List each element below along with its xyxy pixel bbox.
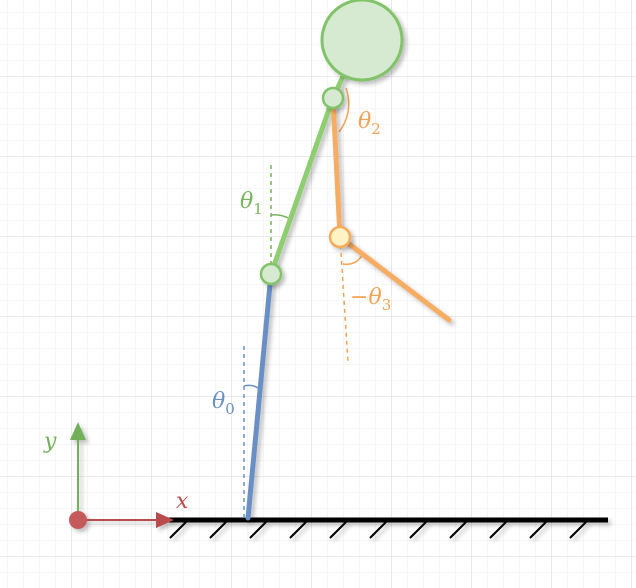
x-axis-label: x <box>176 489 189 514</box>
knee-joint <box>259 262 283 286</box>
hatch-6 <box>369 521 387 539</box>
theta3-prefix: − <box>350 285 368 310</box>
ground <box>168 517 608 539</box>
swing-knee-joint <box>328 225 352 249</box>
theta0-symbol: θ <box>212 389 225 414</box>
coordinate-frame <box>69 422 174 529</box>
theta0-subscript: 0 <box>225 400 235 418</box>
link-3 <box>337 234 452 323</box>
ground-hatching <box>169 521 587 539</box>
hatch-9 <box>489 521 507 539</box>
theta2-subscript: 2 <box>371 120 381 138</box>
theta0-arc <box>243 384 259 389</box>
hatch-11 <box>569 521 587 539</box>
torso-mass <box>320 0 404 82</box>
theta2-label: θ2 <box>358 109 381 138</box>
hip-joint <box>321 86 345 110</box>
hatch-2 <box>209 521 227 539</box>
link-1 <box>268 95 336 277</box>
theta3-subscript: 3 <box>382 296 392 314</box>
link-0 <box>245 271 274 521</box>
joints <box>259 0 404 286</box>
theta3-reference-line <box>339 236 349 363</box>
hatch-1 <box>169 521 187 539</box>
hatch-5 <box>329 521 347 539</box>
theta0-label: θ0 <box>212 389 235 418</box>
theta2-symbol: θ <box>358 109 371 134</box>
origin-dot <box>69 511 87 529</box>
hatch-4 <box>289 521 307 539</box>
theta3-symbol: θ <box>368 285 381 310</box>
theta1-subscript: 1 <box>253 200 263 218</box>
hatch-3 <box>249 521 267 539</box>
theta3-label: −θ3 <box>350 285 391 314</box>
y-axis-label: y <box>43 429 57 454</box>
theta2-arc <box>338 87 350 133</box>
theta1-label: θ1 <box>240 189 263 218</box>
hatch-10 <box>529 521 547 539</box>
reference-lines <box>243 165 349 520</box>
hatch-8 <box>449 521 467 539</box>
link-2 <box>330 95 343 240</box>
theta1-arc <box>270 214 289 219</box>
hatch-7 <box>409 521 427 539</box>
theta1-symbol: θ <box>240 189 253 214</box>
